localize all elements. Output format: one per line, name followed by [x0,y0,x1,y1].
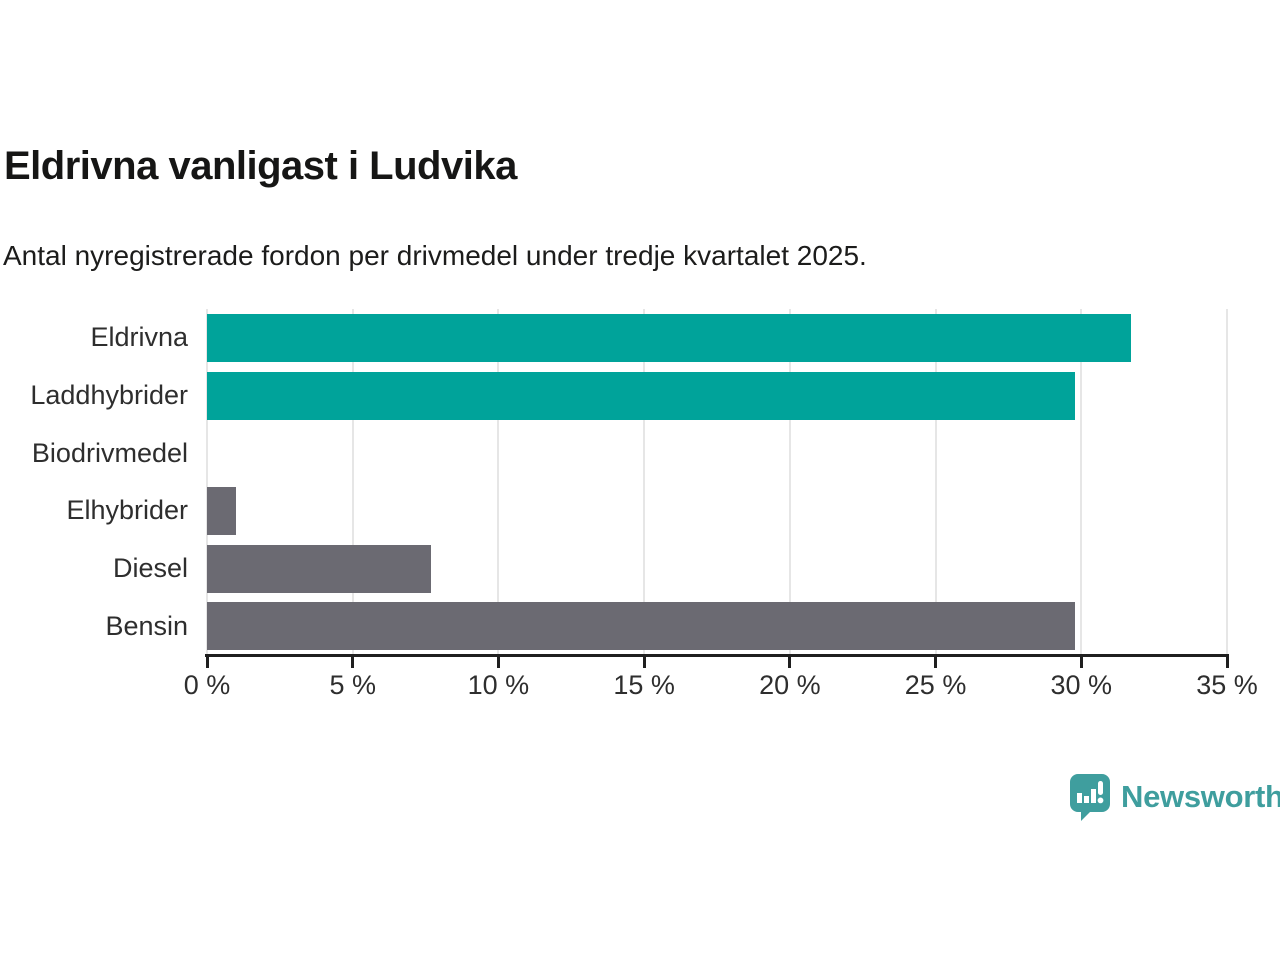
x-tick-label: 20 % [759,670,821,700]
gridline [1226,309,1228,655]
plot-area [206,309,1228,655]
newsworthy-logo-icon [1068,772,1110,822]
axis-tick [642,657,646,668]
speech-bubble-shape [1070,774,1110,821]
gridline [351,309,354,655]
x-tick-label: 10 % [467,670,530,700]
category-label-biodrivmedel: Biodrivmedel [31,437,188,468]
bar-diesel [207,544,432,593]
brand-name: Newsworthy [1121,779,1280,814]
axis-tick [496,657,500,668]
logo-exclamation-dot [1097,797,1104,804]
chart-subtitle: Antal nyregistrerade fordon per drivmede… [3,240,867,271]
axis-tick [205,657,209,668]
category-label-diesel: Diesel [112,552,188,583]
category-label-eldrivna: Eldrivna [90,322,188,353]
bar-eldrivna [207,314,1131,362]
logo-exclamation-line [1098,781,1103,795]
category-label-bensin: Bensin [105,610,188,641]
x-tick-label: 30 % [1050,670,1113,700]
axis-tick [934,657,938,668]
x-axis-labels: 0 % 5 % 10 % 15 % 20 % 25 % 30 % 35 % [184,670,1258,704]
axis-tick [1225,657,1229,668]
x-tick-label: 35 % [1196,670,1258,700]
category-label-laddhybrider: Laddhybrider [30,379,188,410]
x-tick-label: 5 % [329,670,376,700]
logo-bar-1 [1077,793,1082,803]
brand-footer: Newsworthy [1068,772,1280,822]
axis-tick [788,657,792,668]
category-label-elhybrider: Elhybrider [66,495,188,526]
chart-title: Eldrivna vanligast i Ludvika [4,144,517,188]
axis-tick [351,657,355,668]
gridline [1080,309,1083,655]
bar-laddhybrider [207,371,1076,420]
logo-bar-3 [1091,789,1096,803]
gridline [934,309,937,655]
logo-bar-2 [1084,796,1089,803]
gridline [643,309,646,655]
x-axis-line [205,654,1229,657]
x-tick-label: 15 % [613,670,675,700]
gridline [497,309,500,655]
x-tick-label: 0 % [183,670,231,700]
gridline [206,309,208,655]
bar-bensin [207,602,1076,651]
x-tick-label: 25 % [904,670,967,700]
x-axis-ticks [205,657,1229,669]
category-labels: Eldrivna Laddhybrider Biodrivmedel Elhybrid… [0,309,188,655]
gridline [788,309,791,655]
bar-elhybrider [207,487,237,535]
axis-tick [1079,657,1083,668]
